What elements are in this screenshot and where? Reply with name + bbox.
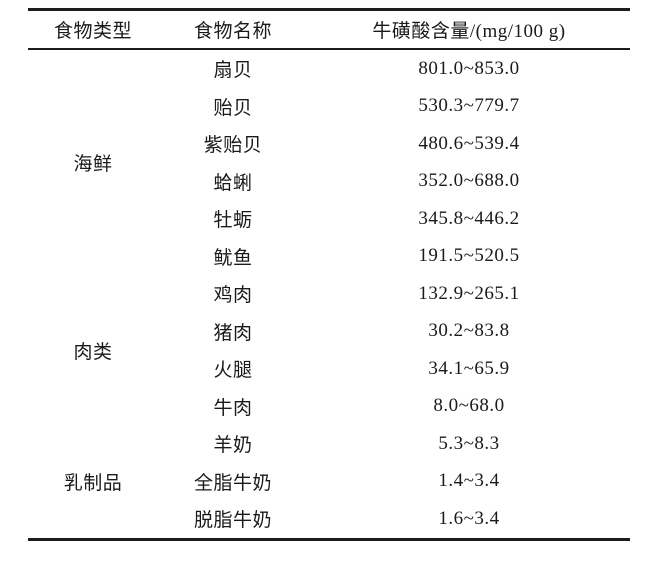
taurine-value-cell: 5.3~8.3: [438, 432, 500, 454]
taurine-value-cell: 345.8~446.2: [418, 207, 520, 229]
food-name-cell: 全脂牛奶: [193, 472, 272, 494]
table-row: 海鲜 扇贝 801.0~853.0: [28, 49, 630, 175]
food-name-cell: 牛肉: [213, 397, 253, 419]
table-row: 乳制品 羊奶 5.3~8.3: [28, 425, 630, 494]
food-name-cell: 鱿鱼: [213, 247, 253, 269]
food-name-cell: 蛤蜊: [213, 172, 253, 194]
food-name-cell: 贻贝: [213, 97, 253, 119]
food-name-cell: 猪肉: [213, 322, 253, 344]
table-row: 牡蛎 345.8~446.2: [28, 200, 630, 238]
taurine-value-cell: 8.0~68.0: [433, 395, 505, 417]
food-name-cell: 紫贻贝: [203, 135, 263, 157]
category-cell-dairy: 乳制品: [63, 472, 123, 494]
food-name-cell: 脱脂牛奶: [193, 510, 272, 532]
taurine-value-cell: 1.4~3.4: [438, 470, 500, 492]
food-name-cell: 鸡肉: [213, 285, 253, 307]
col-header-food-name: 食物名称: [158, 9, 308, 50]
food-name-cell: 羊奶: [213, 435, 253, 457]
food-name-cell: 扇贝: [213, 60, 253, 82]
table-row: 紫贻贝 480.6~539.4: [28, 125, 630, 163]
taurine-value-cell: 801.0~853.0: [418, 57, 520, 79]
table-row: 脱脂牛奶 1.6~3.4: [28, 500, 630, 539]
category-cell-seafood: 海鲜: [73, 154, 113, 175]
taurine-content-table: 食物类型 食物名称 牛磺酸含量/(mg/100 g) 海鲜 扇贝 801.0~8…: [28, 8, 630, 541]
taurine-value-cell: 480.6~539.4: [418, 132, 520, 154]
taurine-value-cell: 530.3~779.7: [418, 95, 520, 117]
taurine-value-cell: 191.5~520.5: [418, 245, 520, 267]
food-name-cell: 火腿: [213, 360, 253, 382]
table-row: 猪肉 30.2~83.8: [28, 313, 630, 351]
category-cell-meat: 肉类: [73, 341, 113, 363]
table-row: 火腿 34.1~65.9: [28, 350, 630, 388]
col-header-food-type: 食物类型: [28, 9, 158, 50]
taurine-value-cell: 352.0~688.0: [418, 170, 520, 192]
table-row: 蛤蜊 352.0~688.0: [28, 163, 630, 201]
taurine-value-cell: 1.6~3.4: [438, 507, 500, 529]
col-header-taurine-content: 牛磺酸含量/(mg/100 g): [308, 9, 630, 50]
taurine-value-cell: 34.1~65.9: [428, 357, 510, 379]
table-header-row: 食物类型 食物名称 牛磺酸含量/(mg/100 g): [28, 9, 630, 50]
food-name-cell: 牡蛎: [213, 210, 253, 232]
taurine-value-cell: 132.9~265.1: [418, 282, 520, 304]
table-row: 肉类 鸡肉 132.9~265.1: [28, 275, 630, 363]
table-row: 贻贝 530.3~779.7: [28, 88, 630, 126]
table-row: 全脂牛奶 1.4~3.4: [28, 463, 630, 501]
taurine-value-cell: 30.2~83.8: [428, 320, 510, 342]
table-row: 鱿鱼 191.5~520.5: [28, 238, 630, 276]
table-row: 牛肉 8.0~68.0: [28, 388, 630, 426]
